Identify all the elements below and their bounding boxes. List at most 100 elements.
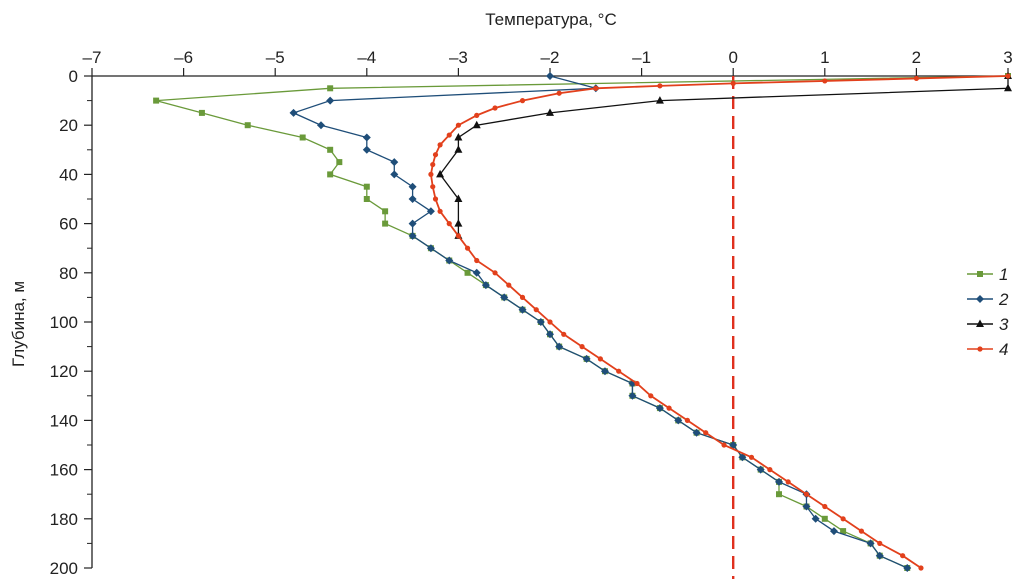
data-point: [582, 354, 591, 363]
data-point: [153, 97, 160, 104]
data-point: [655, 404, 664, 413]
y-tick-label: 60: [59, 215, 78, 234]
data-point: [474, 257, 480, 264]
data-point: [648, 393, 654, 399]
x-tick-label: 1: [820, 48, 829, 67]
series-3: [436, 71, 1012, 239]
data-point: [464, 245, 471, 251]
series-line: [430, 75, 1009, 569]
plot-area: [153, 71, 1012, 572]
data-point: [802, 502, 811, 511]
data-point: [561, 331, 567, 337]
data-point: [628, 391, 637, 400]
data-point: [317, 121, 325, 130]
data-point: [738, 453, 747, 462]
data-point: [858, 528, 865, 534]
data-point: [546, 108, 554, 116]
data-point: [454, 219, 463, 227]
x-tick-label: –5: [266, 48, 285, 67]
data-point: [408, 195, 417, 203]
data-point: [474, 112, 480, 118]
data-point: [547, 319, 553, 325]
data-point: [1004, 83, 1012, 92]
y-ticks: 0 20 40 60 80 100 120 140 160 180 200: [50, 67, 92, 578]
y-tick-label: 140: [50, 411, 78, 430]
data-point: [519, 98, 526, 104]
data-point: [437, 208, 443, 214]
data-point: [1005, 73, 1011, 79]
data-point: [445, 256, 454, 265]
x-tick-label: –1: [632, 48, 651, 67]
legend-label: 3: [999, 315, 1009, 334]
legend-item: 1: [967, 265, 1008, 284]
data-point: [684, 417, 691, 423]
data-point: [326, 96, 335, 105]
data-point: [579, 344, 585, 350]
y-tick-label: 160: [50, 461, 78, 480]
data-point: [533, 307, 539, 313]
data-point: [408, 231, 417, 240]
legend-label: 2: [998, 290, 1009, 309]
data-point: [556, 90, 562, 96]
data-point: [785, 479, 791, 485]
data-point: [840, 516, 846, 522]
data-point: [437, 142, 443, 148]
y-tick-label: 0: [69, 67, 78, 86]
data-point: [821, 515, 828, 522]
x-tick-label: 2: [912, 48, 921, 67]
data-point: [518, 305, 527, 314]
y-axis-title: Глубина, м: [9, 281, 28, 367]
legend-label: 4: [999, 340, 1008, 359]
data-point: [454, 133, 463, 141]
data-point: [519, 294, 526, 300]
data-point: [616, 368, 622, 374]
data-point: [546, 330, 554, 339]
data-point: [600, 367, 609, 376]
data-point: [382, 208, 389, 215]
data-point: [730, 80, 736, 86]
data-point: [555, 342, 564, 351]
data-point: [903, 564, 912, 572]
data-point: [703, 430, 709, 436]
data-point: [866, 539, 875, 548]
data-point: [767, 467, 773, 473]
data-point: [536, 318, 545, 326]
series-1: [153, 73, 1011, 571]
data-point: [327, 85, 334, 92]
legend-marker: [977, 346, 983, 352]
data-point: [408, 182, 417, 191]
data-point: [426, 244, 435, 253]
data-point: [432, 196, 439, 202]
x-axis-title: Температура, °C: [485, 10, 616, 29]
legend-item: 3: [967, 315, 1009, 334]
data-point: [430, 161, 436, 168]
legend-marker: [976, 295, 984, 303]
data-point: [430, 184, 436, 190]
x-tick-label: 3: [1003, 48, 1012, 67]
data-point: [455, 233, 461, 239]
data-point: [803, 491, 810, 497]
data-point: [546, 72, 554, 80]
series-line: [155, 75, 1009, 569]
data-point: [822, 78, 828, 84]
data-point: [362, 133, 371, 142]
data-point: [446, 132, 452, 138]
data-point: [472, 268, 481, 277]
data-point: [811, 514, 820, 523]
data-point: [454, 145, 463, 153]
legend-marker: [977, 271, 983, 277]
data-point: [748, 454, 755, 460]
data-point: [327, 146, 334, 153]
data-point: [913, 75, 920, 82]
data-point: [481, 281, 490, 290]
data-point: [244, 122, 251, 129]
data-point: [634, 380, 640, 387]
legend-label: 1: [999, 265, 1008, 284]
data-point: [464, 269, 471, 276]
data-point: [390, 170, 399, 179]
data-point: [432, 152, 439, 158]
data-point: [408, 219, 417, 228]
legend-item: 2: [967, 290, 1009, 309]
data-point: [875, 551, 884, 560]
data-point: [289, 108, 298, 117]
